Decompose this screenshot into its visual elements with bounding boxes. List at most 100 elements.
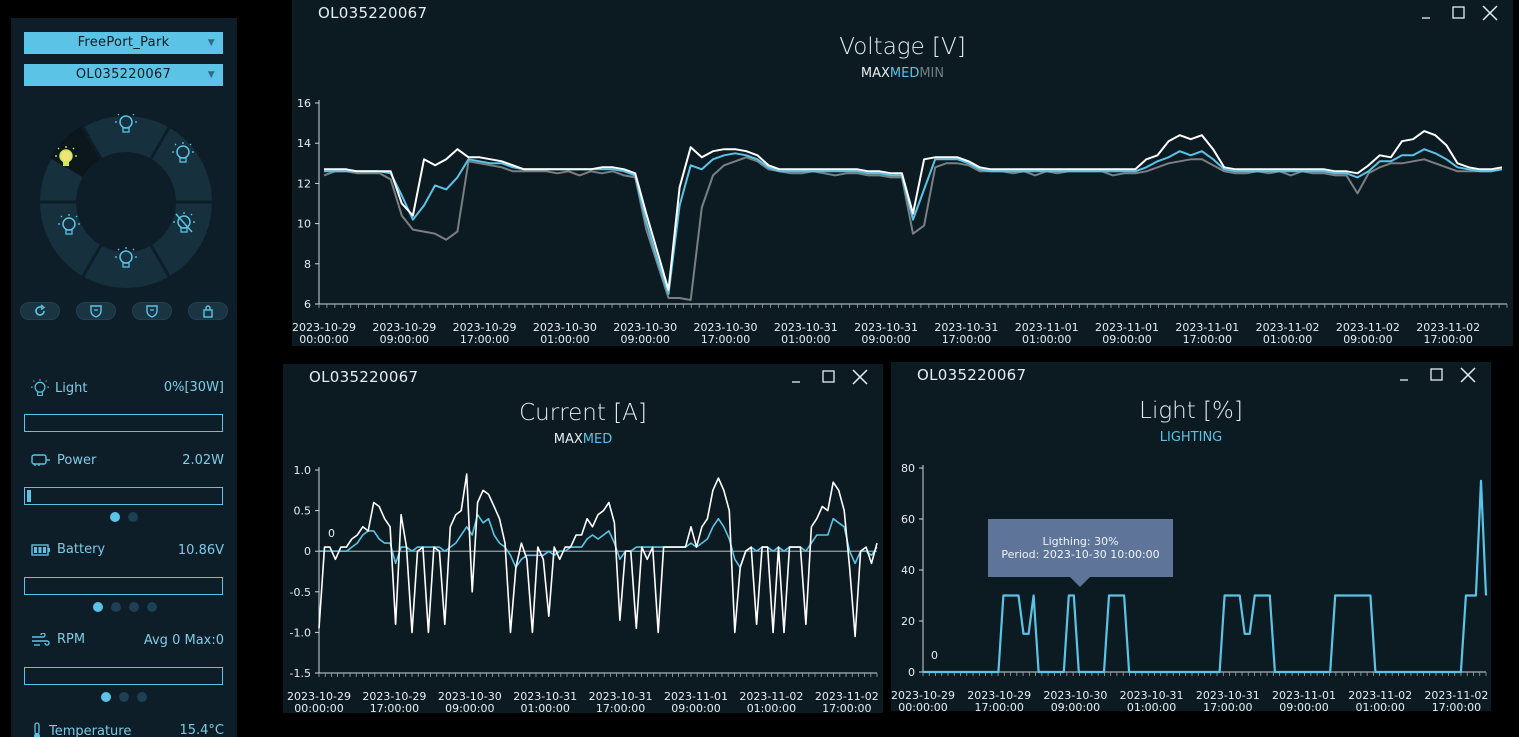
power-pager-dot[interactable] xyxy=(110,512,120,522)
shield-button-2[interactable] xyxy=(132,302,172,320)
rpm-pager[interactable] xyxy=(101,692,147,702)
rpm-pager-dot[interactable] xyxy=(137,692,147,702)
battery-pager-dot[interactable] xyxy=(129,602,139,612)
voltage-panel-device: OL035220067 xyxy=(318,4,428,22)
legend-lighting[interactable]: LIGHTING xyxy=(1159,430,1223,445)
maximize-icon[interactable] xyxy=(1427,366,1445,384)
x-tick-label-date: 2023-11-02 xyxy=(1416,321,1480,334)
rpm-level-bar xyxy=(24,667,223,685)
minimize-icon[interactable] xyxy=(787,368,805,386)
close-icon[interactable] xyxy=(851,368,869,386)
legend-max[interactable]: MAX xyxy=(553,432,583,447)
wind-icon xyxy=(32,632,50,646)
y-tick-label: 6 xyxy=(304,298,311,311)
x-tick-label-date: 2023-10-29 xyxy=(287,690,351,703)
x-tick-label-date: 2023-11-02 xyxy=(1424,689,1488,702)
y-tick-label: 0.5 xyxy=(294,505,312,518)
x-tick-label-date: 2023-11-02 xyxy=(1348,689,1412,702)
x-tick-label-time: 17:00:00 xyxy=(701,333,750,346)
battery-level-bar xyxy=(24,577,223,595)
light-chart: 0204060802023-10-2900:00:002023-10-2917:… xyxy=(891,462,1488,711)
current-panel-device: OL035220067 xyxy=(309,368,419,386)
x-tick-label-time: 09:00:00 xyxy=(1102,333,1151,346)
legend-max[interactable]: MAX xyxy=(860,66,890,81)
control-sidebar: FreePort_Park ▼ OL035220067 ▼ xyxy=(11,18,237,737)
x-tick-label-date: 2023-10-29 xyxy=(292,321,356,334)
x-tick-label-time: 01:00:00 xyxy=(540,333,589,346)
maximize-icon[interactable] xyxy=(1449,4,1467,22)
x-tick-label-date: 2023-10-30 xyxy=(1043,689,1107,702)
x-tick-label-time: 09:00:00 xyxy=(1051,701,1100,711)
x-tick-label-time: 17:00:00 xyxy=(1432,701,1481,711)
plug-icon xyxy=(31,454,50,466)
battery-pager-dot[interactable] xyxy=(93,602,103,612)
y-tick-label: 80 xyxy=(901,462,915,475)
maximize-icon[interactable] xyxy=(819,368,837,386)
x-tick-label-date: 2023-10-30 xyxy=(438,690,502,703)
rpm-pager-dot[interactable] xyxy=(101,692,111,702)
x-tick-label-time: 17:00:00 xyxy=(974,701,1023,711)
y-tick-label: -1.0 xyxy=(290,626,311,639)
minimize-icon[interactable] xyxy=(1417,4,1435,22)
battery-pager-dot[interactable] xyxy=(147,602,157,612)
rpm-metric-label: RPM xyxy=(31,632,85,647)
bulb-on-icon[interactable] xyxy=(55,146,77,166)
current-chart-title: Current [A] xyxy=(519,400,647,426)
power-pager-dot[interactable] xyxy=(128,512,138,522)
series-line-lighting xyxy=(923,479,1488,674)
refresh-button[interactable] xyxy=(20,302,60,320)
x-tick-label-date: 2023-10-30 xyxy=(533,321,597,334)
x-tick-label-date: 2023-11-01 xyxy=(1175,321,1239,334)
y-tick-label: 60 xyxy=(901,513,915,526)
close-icon[interactable] xyxy=(1459,366,1477,384)
zero-annotation: 0 xyxy=(328,527,335,540)
site-dropdown[interactable]: FreePort_Park ▼ xyxy=(24,32,223,54)
battery-pager-dot[interactable] xyxy=(111,602,121,612)
light-metric-value: 0%[30W] xyxy=(163,380,224,395)
x-tick-label-time: 01:00:00 xyxy=(1263,333,1312,346)
y-tick-label: 0 xyxy=(908,666,915,679)
voltage-window-controls xyxy=(1417,4,1499,22)
x-tick-label-time: 17:00:00 xyxy=(460,333,509,346)
voltage-panel: OL035220067 Voltage [V] MAXMEDMIN 6 8 10 12… xyxy=(292,0,1513,346)
current-panel: OL035220067 Current [A] MAXMED -1.5 -1.0 -… xyxy=(283,364,883,713)
shield-button-1[interactable] xyxy=(76,302,116,320)
x-tick-label-time: 09:00:00 xyxy=(861,333,910,346)
x-tick-label-time: 17:00:00 xyxy=(596,702,645,713)
tooltip-line-1: Ligthing: 30% xyxy=(1042,535,1119,548)
y-tick-label: 0 xyxy=(304,545,311,558)
light-mode-wheel xyxy=(38,114,214,290)
temperature-metric-label: Temperature xyxy=(31,722,131,737)
x-tick-label-time: 01:00:00 xyxy=(1355,701,1404,711)
x-tick-label-date: 2023-10-31 xyxy=(1196,689,1260,702)
close-icon[interactable] xyxy=(1481,4,1499,22)
x-tick-label-time: 17:00:00 xyxy=(942,333,991,346)
series-line-min xyxy=(323,156,1503,301)
light-chart-title: Light [%] xyxy=(1139,398,1243,424)
minimize-icon[interactable] xyxy=(1395,366,1413,384)
series-line-max xyxy=(324,130,1503,291)
legend-min[interactable]: MIN xyxy=(919,66,945,81)
bulb-off-icon[interactable] xyxy=(172,211,196,233)
chevron-down-icon: ▼ xyxy=(207,38,215,48)
rpm-pager-dot[interactable] xyxy=(119,692,129,702)
device-dropdown[interactable]: OL035220067 ▼ xyxy=(24,64,223,86)
lock-button[interactable] xyxy=(188,302,228,320)
device-dropdown-value: OL035220067 xyxy=(75,67,172,82)
battery-pager[interactable] xyxy=(93,602,157,612)
y-tick-label: 1.0 xyxy=(294,464,312,477)
legend-med[interactable]: MED xyxy=(582,432,613,447)
x-tick-label-date: 2023-10-30 xyxy=(694,321,758,334)
x-tick-label-date: 2023-10-29 xyxy=(891,689,955,702)
x-tick-label-time: 09:00:00 xyxy=(620,333,669,346)
legend-med[interactable]: MED xyxy=(889,66,920,81)
x-tick-label-time: 17:00:00 xyxy=(822,702,871,713)
power-metric-value: 2.02W xyxy=(182,453,224,468)
y-tick-label: -0.5 xyxy=(290,586,311,599)
chart-tooltip: Ligthing: 30% Period: 2023-10-30 10:00:0… xyxy=(988,519,1173,587)
power-pager[interactable] xyxy=(110,512,138,522)
x-tick-label-time: 00:00:00 xyxy=(294,702,343,713)
x-tick-label-time: 17:00:00 xyxy=(1423,333,1472,346)
battery-metric-value: 10.86V xyxy=(177,543,224,558)
x-tick-label-date: 2023-10-31 xyxy=(854,321,918,334)
